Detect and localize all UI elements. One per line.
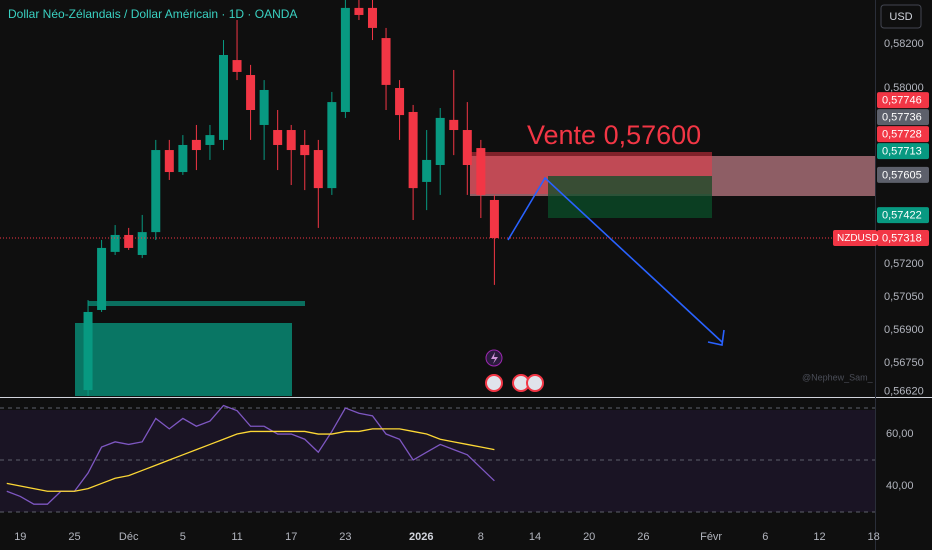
rsi-line: [6, 428, 495, 492]
candle-body: [449, 119, 459, 131]
event-bolt: [491, 352, 498, 364]
currency-button[interactable]: [880, 4, 922, 29]
event-icon[interactable]: [526, 374, 544, 392]
x-tick-label: 25: [68, 531, 80, 543]
candle-body: [367, 7, 377, 28]
price-label-box: [877, 143, 929, 160]
fvg-zone: [75, 323, 292, 396]
chart-title: Dollar Néo-Zélandais / Dollar Américain …: [8, 7, 297, 21]
x-tick-label: 14: [529, 531, 541, 543]
symbol-label: NZDUSD: [837, 233, 879, 244]
price-label-box: [877, 109, 929, 126]
candle-body: [340, 7, 350, 112]
price-label: 0,57422: [882, 210, 922, 222]
arrow-path: [507, 176, 723, 343]
y-tick-label: 0,56750: [884, 357, 924, 369]
y-tick-label: 40,00: [886, 480, 914, 492]
target-zone: [548, 176, 712, 218]
x-tick-label: 18: [868, 531, 880, 543]
price-label-box: [877, 92, 929, 109]
candles: [83, 0, 499, 396]
watermark: @Nephew_Sam_: [802, 372, 874, 382]
x-tick-label: 2026: [409, 531, 433, 543]
price-label: 0,57736: [882, 112, 922, 124]
x-tick-label: 17: [285, 531, 297, 543]
x-tick-label: 11: [231, 531, 242, 543]
candle-body: [489, 199, 499, 239]
candle-body: [259, 89, 269, 125]
candle-body: [137, 232, 147, 255]
candle-body: [191, 139, 201, 151]
price-label-box: [877, 207, 929, 224]
candle-body: [97, 247, 107, 310]
x-tick-label: 6: [762, 531, 768, 543]
rsi-band-fill: [0, 410, 875, 512]
candle-body: [462, 130, 472, 165]
x-tick-label: 26: [637, 531, 649, 543]
candle-body: [178, 144, 188, 173]
y-tick-label: 0,58200: [884, 38, 924, 50]
price-label: 0,57605: [882, 169, 922, 181]
candle-body: [422, 159, 432, 182]
symbol-box: [833, 230, 877, 247]
x-tick-label: 19: [14, 531, 26, 543]
price-label: 0,57728: [882, 129, 922, 141]
candle-body: [435, 117, 445, 165]
y-tick-label: 60,00: [886, 428, 914, 440]
price-label: 0,57713: [882, 146, 922, 158]
candle-body: [381, 38, 391, 85]
fvg-line: [88, 301, 305, 306]
candle-body: [232, 60, 242, 72]
x-tick-label: Déc: [119, 531, 139, 543]
candle-body: [83, 311, 93, 391]
arrow-head: [707, 329, 725, 346]
event-icons: [485, 349, 544, 392]
y-tick-label: 0,56620: [884, 386, 924, 398]
x-tick-label: 5: [180, 531, 186, 543]
candle-body: [273, 130, 283, 145]
price-label-box: [877, 166, 929, 183]
annotation: Vente 0,57600: [527, 120, 701, 150]
event-icon[interactable]: [485, 374, 503, 392]
candle-body: [313, 150, 323, 189]
y-tick-label: 0,56900: [884, 324, 924, 336]
candle-body: [218, 55, 228, 140]
x-tick-label: 12: [813, 531, 825, 543]
x-tick-label: Févr: [700, 531, 722, 543]
candle-body: [476, 148, 486, 195]
candle-body: [327, 102, 337, 189]
candle-body: [395, 88, 405, 116]
candle-body: [286, 130, 296, 151]
price-label-box: [877, 230, 929, 247]
rsi-line: [6, 404, 495, 505]
candle-body: [408, 111, 418, 189]
candle-body: [205, 135, 215, 145]
price-label: 0,57746: [882, 95, 922, 107]
price-label-box: [877, 126, 929, 143]
candle-body: [124, 234, 134, 248]
candle-body: [246, 75, 256, 110]
y-tick-label: 0,57050: [884, 291, 924, 303]
candle-body: [164, 150, 174, 173]
x-tick-label: 23: [339, 531, 351, 543]
x-tick-label: 20: [583, 531, 595, 543]
candle-body: [354, 7, 364, 15]
candle-body: [151, 150, 161, 233]
candle-body: [300, 144, 310, 156]
price-label: 0,57318: [882, 232, 922, 244]
candle-body: [110, 234, 120, 252]
y-tick-label: 0,58000: [884, 82, 924, 94]
currency-label: USD: [889, 11, 912, 23]
y-tick-label: 0,57200: [884, 258, 924, 270]
x-tick-label: 8: [478, 531, 484, 543]
